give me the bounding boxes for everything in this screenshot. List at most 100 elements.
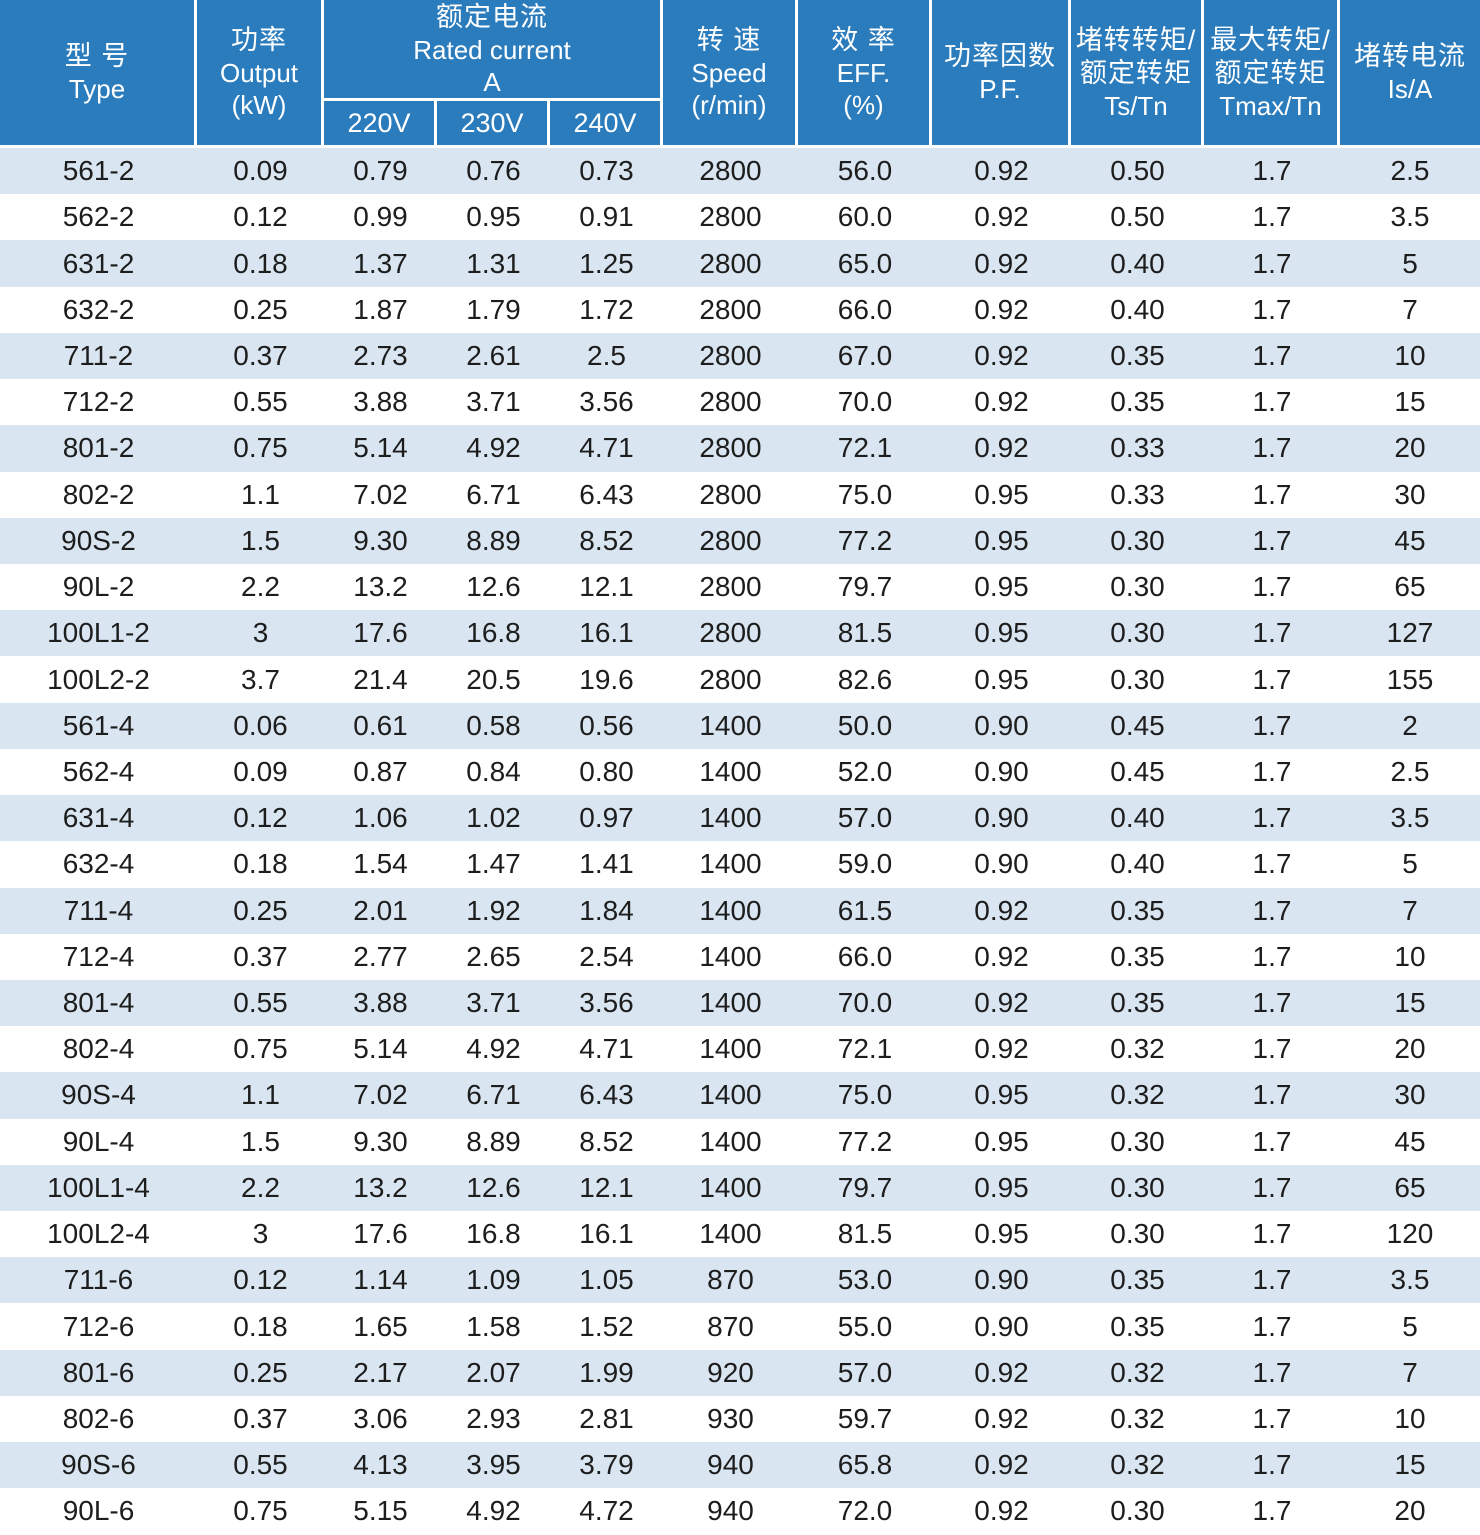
cell: 711-4	[63, 894, 134, 926]
cell: 0.95	[974, 1171, 1029, 1203]
cell: 0.76	[466, 155, 521, 187]
cell: 2.73	[353, 339, 408, 371]
cell: 1.7	[1252, 802, 1292, 834]
table-row: 561-2 0.09 0.79 0.76 0.73 2800 56.0 0.92 0.50 1.7…	[0, 148, 1480, 195]
cell: 0.61	[353, 709, 408, 741]
cell: 0.92	[974, 339, 1029, 371]
cell: 1.58	[466, 1310, 521, 1342]
cell: 0.09	[233, 155, 288, 187]
cell: 1400	[699, 987, 762, 1019]
header-max-torque-en: Tmax/Tn	[1219, 90, 1322, 121]
cell: 1.31	[466, 247, 521, 279]
cell: 712-2	[62, 386, 135, 418]
header-efficiency-zh: 效 率	[831, 25, 896, 55]
cell: 16.1	[579, 617, 634, 649]
cell: 90L-4	[62, 1125, 135, 1157]
cell: 0.33	[1110, 432, 1165, 464]
header-efficiency-unit: (%)	[843, 90, 884, 120]
cell: 8.52	[579, 524, 634, 556]
cell: 1400	[699, 1079, 762, 1111]
cell: 66.0	[837, 940, 893, 972]
table-row: 562-4 0.09 0.87 0.84 0.80 1400 52.0 0.90 0.45 1.7…	[0, 748, 1480, 796]
cell: 0.32	[1110, 1449, 1165, 1481]
cell: 2.2	[241, 1171, 280, 1203]
header-power-factor-zh: 功率因数	[944, 41, 1056, 71]
cell: 2.17	[353, 1356, 408, 1388]
cell: 0.55	[233, 1449, 288, 1481]
cell: 16.8	[466, 617, 521, 649]
cell: 0.95	[974, 571, 1029, 603]
cell: 3.5	[1390, 201, 1430, 233]
spec-table: 561-2 0.09 0.79 0.76 0.73 2800 56.0 0.92 0.50 1.7…	[0, 148, 1480, 1535]
cell: 0.35	[1110, 940, 1165, 972]
cell: 1.7	[1252, 755, 1292, 787]
cell: 81.5	[837, 617, 893, 649]
table-row: 100L1-4 2.2 13.2 12.6 12.1 1400 79.7 0.95 0.30 1.…	[0, 1164, 1480, 1212]
cell: 0.95	[974, 478, 1029, 510]
table-row: 562-2 0.12 0.99 0.95 0.91 2800 60.0 0.92 0.50 1.7…	[0, 194, 1480, 241]
cell: 9.30	[353, 1125, 408, 1157]
header-voltage-220-label: 220V	[347, 108, 411, 138]
cell: 3.71	[466, 386, 521, 418]
table-body: 561-2 0.09 0.79 0.76 0.73 2800 56.0 0.92 0.50 1.7…	[0, 148, 1480, 1535]
cell: 801-4	[62, 987, 135, 1019]
cell: 10	[1394, 1403, 1426, 1435]
cell: 2.01	[353, 894, 408, 926]
table-row: 802-2 1.1 7.02 6.71 6.43 2800 75.0 0.95 0.33 1.7 3…	[0, 471, 1480, 518]
cell: 5	[1402, 848, 1418, 880]
header-output-en: Output	[219, 58, 299, 88]
cell: 20	[1394, 1033, 1426, 1065]
cell: 2.5	[1390, 755, 1430, 787]
cell: 0.18	[233, 247, 288, 279]
header-rated-current-en: Rated current	[413, 34, 571, 65]
cell: 3.5	[1390, 802, 1430, 834]
cell: 77.2	[837, 1125, 893, 1157]
cell: 711-2	[63, 339, 134, 371]
cell: 1400	[699, 894, 762, 926]
cell: 79.7	[837, 571, 893, 603]
cell: 82.6	[837, 663, 893, 695]
cell: 90L-6	[62, 1495, 135, 1527]
cell: 1.7	[1252, 1356, 1292, 1388]
cell: 12.6	[466, 1171, 521, 1203]
cell: 632-2	[62, 293, 135, 325]
cell: 0.30	[1110, 1125, 1165, 1157]
cell: 0.45	[1110, 755, 1165, 787]
cell: 1.7	[1252, 1218, 1292, 1250]
cell: 0.92	[974, 1403, 1029, 1435]
cell: 1.7	[1252, 848, 1292, 880]
table-row: 90S-4 1.1 7.02 6.71 6.43 1400 75.0 0.95 0.32 1.7 3…	[0, 1072, 1480, 1119]
cell: 4.71	[579, 1033, 634, 1065]
cell: 0.87	[353, 755, 408, 787]
cell: 0.90	[974, 1264, 1029, 1296]
cell: 6.71	[466, 1079, 521, 1111]
cell: 75.0	[837, 478, 893, 510]
cell: 2800	[699, 155, 762, 187]
cell: 1.7	[1252, 1495, 1292, 1527]
cell: 0.06	[233, 709, 288, 741]
cell: 0.35	[1110, 1310, 1165, 1342]
cell: 1.7	[1252, 293, 1292, 325]
cell: 1.7	[1252, 1310, 1292, 1342]
cell: 15	[1394, 987, 1426, 1019]
cell: 1.7	[1252, 571, 1292, 603]
cell: 0.90	[974, 1310, 1029, 1342]
cell: 13.2	[353, 571, 408, 603]
cell: 90S-4	[61, 1079, 136, 1111]
cell: 0.18	[233, 848, 288, 880]
cell: 0.32	[1110, 1356, 1165, 1388]
header-output-zh: 功率	[231, 25, 287, 55]
cell: 1.7	[1252, 1264, 1292, 1296]
cell: 0.30	[1110, 1495, 1165, 1527]
cell: 0.92	[974, 894, 1029, 926]
cell: 2.07	[466, 1356, 521, 1388]
cell: 0.92	[974, 1356, 1029, 1388]
cell: 3.71	[466, 987, 521, 1019]
cell: 100L1-4	[47, 1171, 150, 1203]
cell: 2.93	[466, 1403, 521, 1435]
cell: 75.0	[837, 1079, 893, 1111]
cell: 1.14	[353, 1264, 408, 1296]
cell: 0.40	[1110, 247, 1165, 279]
cell: 2.5	[587, 339, 626, 371]
header-type-en: Type	[68, 74, 126, 104]
